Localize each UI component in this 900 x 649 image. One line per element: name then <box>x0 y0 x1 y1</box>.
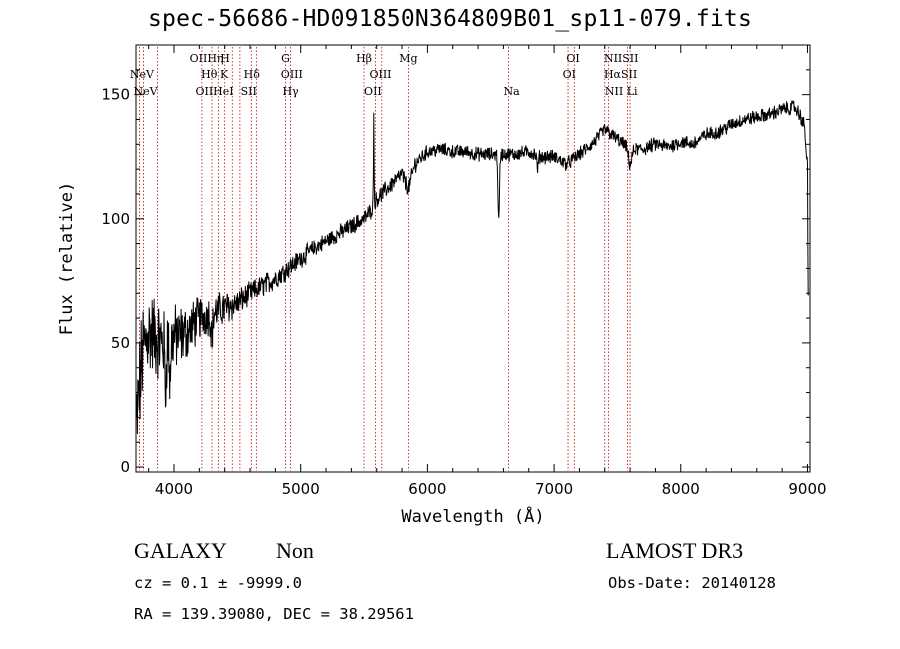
survey-name: LAMOST DR3 <box>606 538 744 563</box>
page-title: spec-56686-HD091850N364809B01_sp11-079.f… <box>147 6 753 32</box>
obs-date: Obs-Date: 20140128 <box>608 574 776 592</box>
marker-label: G <box>281 52 290 65</box>
redshift-text: cz = 0.1 ± -9999.0 <box>134 574 302 592</box>
plot-frame <box>135 44 811 473</box>
marker-label: H <box>220 52 230 65</box>
marker-label: OI <box>563 68 576 81</box>
y-tick-label: 100 <box>101 210 130 228</box>
x-tick-label: 5000 <box>282 480 320 498</box>
y-tick-label: 0 <box>120 458 130 476</box>
x-tick-label: 8000 <box>662 480 700 498</box>
marker-label: Mg <box>399 52 417 65</box>
marker-label: NII Li <box>605 85 638 98</box>
x-tick-label: 9000 <box>788 480 826 498</box>
marker-label: OIIHη <box>190 52 224 65</box>
y-axis-label: Flux (relative) <box>57 182 77 336</box>
y-tick-label: 50 <box>111 334 130 352</box>
marker-label: SII <box>241 85 257 98</box>
marker-label: OIIHeI <box>195 85 233 98</box>
coordinates: RA = 139.39080, DEC = 38.29561 <box>134 605 414 623</box>
object-subclass: Non <box>276 538 314 563</box>
marker-label: NIISII <box>604 52 639 65</box>
y-tick-label: 150 <box>101 86 130 104</box>
marker-label: Hδ <box>244 68 261 81</box>
marker-label: OII <box>364 85 382 98</box>
marker-label: Na <box>504 85 521 98</box>
object-class: GALAXY <box>134 538 227 563</box>
marker-label: Hβ <box>356 52 372 65</box>
x-tick-label: 7000 <box>535 480 573 498</box>
x-tick-label: 6000 <box>408 480 446 498</box>
marker-label: K <box>220 68 229 81</box>
marker-label: Hγ <box>282 85 299 98</box>
x-tick-label: 4000 <box>155 480 193 498</box>
marker-label: Hθ <box>201 68 218 81</box>
x-axis-label: Wavelength (Å) <box>401 505 544 527</box>
marker-label: NeV <box>130 68 155 81</box>
marker-label: NeV <box>133 85 158 98</box>
marker-label: OIII <box>369 68 391 81</box>
spectrum-line <box>135 99 809 435</box>
marker-label: HαSII <box>604 68 637 81</box>
marker-label: OIII <box>281 68 303 81</box>
marker-label: OI <box>566 52 579 65</box>
